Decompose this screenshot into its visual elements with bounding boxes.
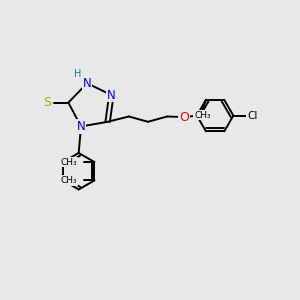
- Text: CH₃: CH₃: [60, 158, 77, 166]
- Text: S: S: [43, 96, 51, 109]
- Text: N: N: [77, 120, 85, 133]
- Text: H: H: [74, 69, 81, 80]
- Text: Cl: Cl: [247, 111, 258, 121]
- Text: O: O: [179, 111, 189, 124]
- Text: N: N: [107, 88, 116, 102]
- Text: CH₃: CH₃: [194, 111, 211, 120]
- Text: CH₃: CH₃: [60, 176, 77, 185]
- Text: N: N: [83, 77, 92, 90]
